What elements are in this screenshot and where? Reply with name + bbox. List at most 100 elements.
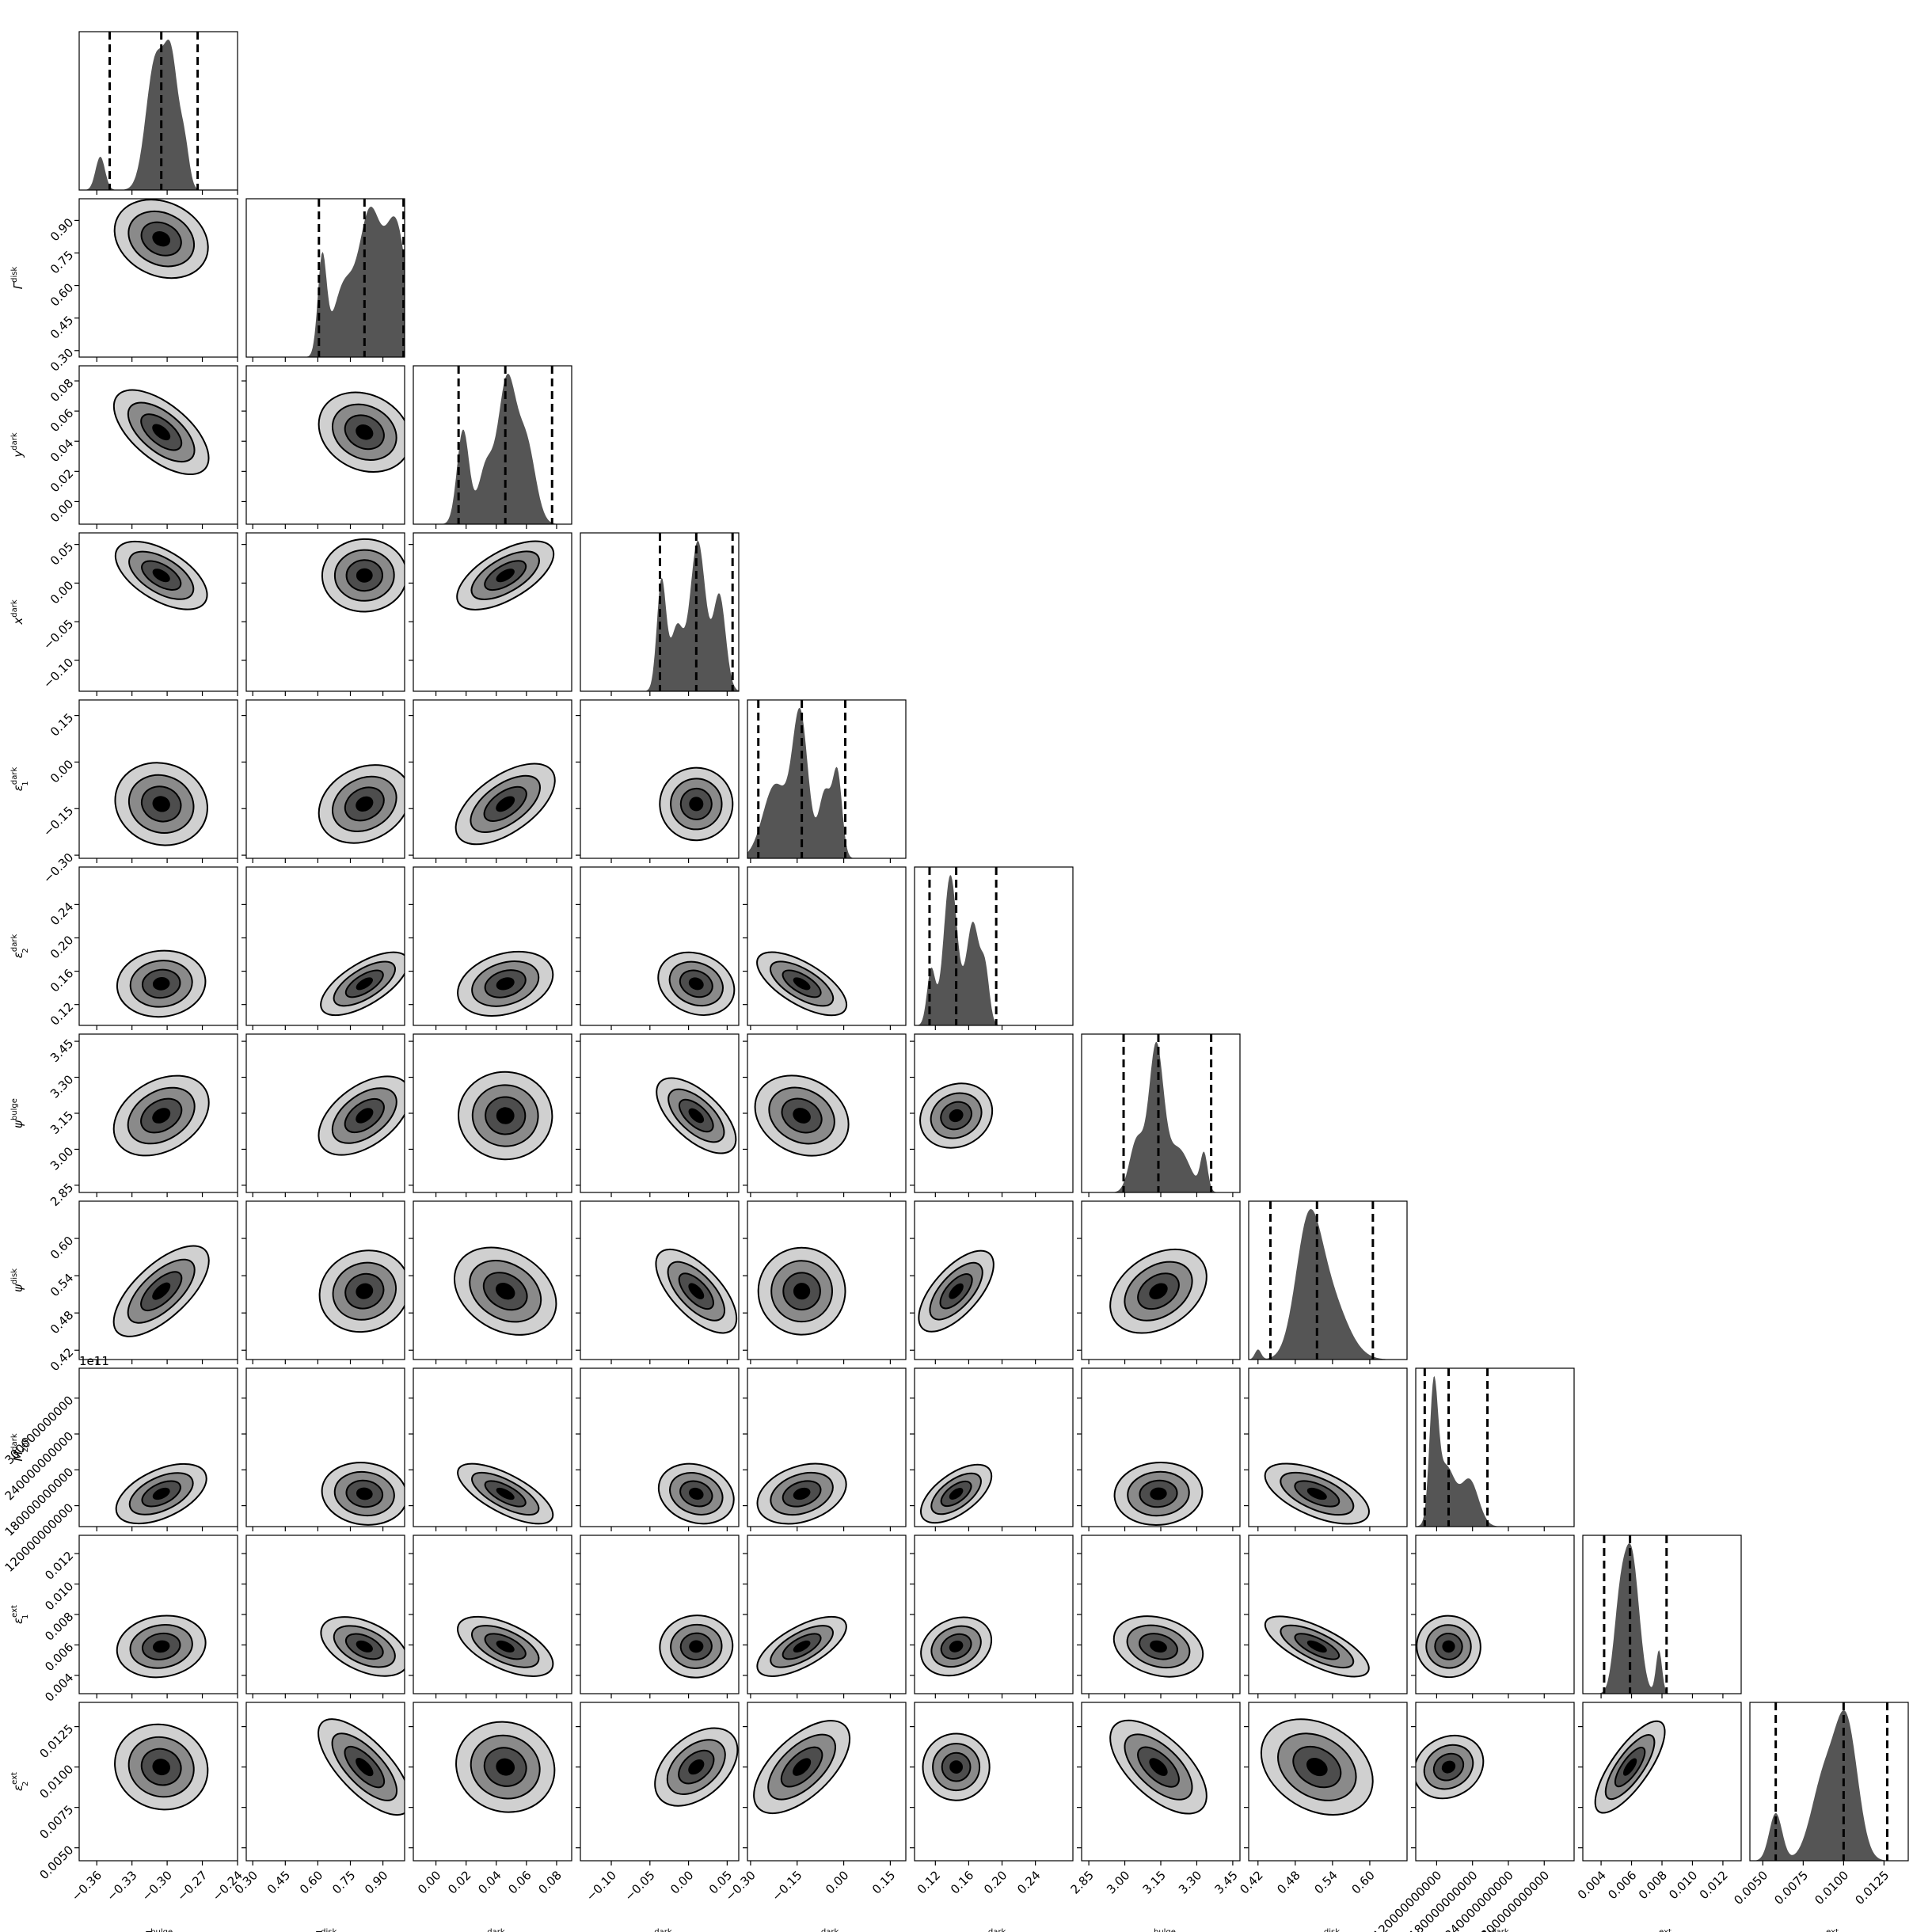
panel-frame	[914, 866, 1074, 1026]
x-tick-label: 0.24	[1014, 1868, 1043, 1896]
histogram-density	[1082, 1042, 1240, 1192]
contour-panel-gamma_bulge-vs-eps2_dark: 0.12 0.16 0.20 0.24 εdark 2	[10, 866, 238, 1030]
x-tick-label: 0.48	[1274, 1868, 1303, 1896]
y-axis-label-m200_dark: Mdark 200	[10, 1433, 30, 1462]
x-tick-label: 0.00	[667, 1868, 696, 1896]
x-tick-label: 3.15	[1140, 1868, 1169, 1896]
histogram-gamma_disk	[245, 198, 405, 362]
contour-level-4	[793, 1758, 812, 1776]
contour-level-4	[496, 1107, 515, 1124]
panel-frame	[1415, 1702, 1575, 1862]
x-tick-label: 0.15	[869, 1868, 898, 1896]
y-tick-label: 0.16	[48, 966, 76, 995]
y-tick-label: 0.0050	[37, 1843, 77, 1882]
panel-frame	[413, 1702, 572, 1862]
x-tick-label: −0.10	[584, 1868, 619, 1903]
panel-frame	[747, 699, 907, 859]
x-tick-label: 0.20	[981, 1868, 1010, 1896]
y-tick-label: −0.30	[40, 850, 76, 886]
x-tick-label: −0.27	[174, 1868, 210, 1903]
contour-panel-gamma_bulge-vs-psi_disk: 0.42 0.48 0.54 0.60 ψdisk	[10, 1200, 238, 1374]
y-tick-label: 0.75	[48, 248, 76, 276]
y-tick-label: 0.15	[48, 710, 76, 739]
y-axis-label-x_dark: xdark	[10, 599, 25, 625]
contour-panel-eps2_dark-vs-m200_dark	[910, 1367, 1074, 1531]
panel-frame	[1248, 1702, 1408, 1862]
x-tick-label: −0.33	[104, 1868, 139, 1903]
y-tick-label: 0.60	[48, 1234, 76, 1262]
panel-frame	[413, 365, 572, 525]
contour-level-4	[1306, 1758, 1328, 1777]
x-tick-label: 0.54	[1311, 1868, 1340, 1896]
panel-frame	[580, 532, 740, 692]
panel-frame	[914, 1367, 1074, 1527]
x-tick-label: 0.010	[1666, 1868, 1700, 1902]
histogram-m200_dark	[1415, 1367, 1575, 1531]
histogram-density	[1249, 1209, 1407, 1360]
y-tick-label: 3.30	[48, 1072, 76, 1101]
y-tick-label: 0.0075	[37, 1802, 77, 1842]
x-axis-label-psi_bulge: ψbulge	[1146, 1928, 1176, 1932]
contour-level-4	[356, 424, 374, 440]
panel-frame	[413, 1200, 572, 1360]
panel-frame	[78, 31, 238, 191]
contour-level-4	[1306, 1487, 1327, 1500]
y-tick-label: 0.0125	[37, 1721, 77, 1761]
y-tick-label: 0.48	[48, 1308, 76, 1337]
contour-level-4	[1149, 1283, 1168, 1299]
histogram-psi_bulge	[1081, 1033, 1241, 1197]
histogram-eps2_dark	[914, 866, 1074, 1030]
contour-panel-gamma_disk-vs-eps2_dark	[242, 866, 405, 1030]
contour-panel-eps1_dark-vs-eps1_ext	[743, 1535, 907, 1698]
y-tick-label: 0.54	[48, 1271, 76, 1299]
contour-panel-gamma_disk-vs-eps1_ext	[242, 1535, 405, 1698]
x-tick-label: 0.60	[1348, 1868, 1377, 1896]
contour-level-4	[152, 569, 170, 583]
contour-level-4	[1306, 1640, 1327, 1653]
y-tick-label: −0.05	[40, 617, 76, 652]
panel-frame	[245, 1367, 405, 1527]
y-tick-label: 0.45	[48, 313, 76, 341]
contour-panel-x_dark-vs-eps1_dark	[576, 699, 740, 863]
contour-panel-x_dark-vs-psi_disk	[576, 1200, 740, 1364]
y-tick-label: −0.10	[40, 656, 76, 691]
panel-frame	[245, 699, 405, 859]
histogram-gamma_bulge	[78, 31, 238, 195]
contour-level-4	[689, 1487, 704, 1500]
contour-panel-gamma_disk-vs-psi_disk	[242, 1200, 405, 1364]
panel-frame	[78, 866, 238, 1026]
contour-panel-eps2_dark-vs-psi_disk	[910, 1200, 1074, 1364]
x-tick-label: 0.12	[915, 1868, 943, 1896]
panel-frame	[580, 1200, 740, 1360]
contour-level-4	[356, 1487, 373, 1500]
contour-panel-eps1_dark-vs-psi_bulge	[743, 1033, 907, 1197]
y-tick-label: 0.02	[48, 466, 76, 495]
contour-panel-y_dark-vs-eps1_dark	[409, 699, 572, 863]
contour-panel-psi_bulge-vs-m200_dark	[1077, 1367, 1241, 1531]
contour-level-4	[793, 1283, 811, 1300]
contour-panel-gamma_disk-vs-m200_dark	[242, 1367, 405, 1531]
y-axis-label-gamma_disk: Γdisk	[10, 267, 25, 290]
panel-frame	[747, 1200, 907, 1360]
x-tick-label: 2.85	[1068, 1868, 1097, 1896]
x-tick-label: 0.60	[297, 1868, 325, 1896]
panel-frame	[413, 699, 572, 859]
x-tick-label: −0.05	[622, 1868, 657, 1903]
histogram-y_dark	[413, 365, 572, 529]
x-tick-label: 0.012	[1697, 1868, 1731, 1902]
y-axis-label-eps1_ext: εext 1	[10, 1605, 30, 1624]
contour-panel-eps1_dark-vs-eps2_dark	[743, 866, 907, 1030]
y-tick-label: 0.08	[48, 376, 76, 405]
y-tick-label: 0.20	[48, 933, 76, 961]
contour-level-4	[1441, 1760, 1456, 1774]
x-tick-label: 0.02	[445, 1868, 473, 1896]
contour-panel-y_dark-vs-psi_bulge	[409, 1033, 572, 1197]
contour-level-4	[495, 1283, 515, 1300]
contour-level-4	[689, 797, 704, 812]
contour-level-4	[356, 1283, 374, 1299]
